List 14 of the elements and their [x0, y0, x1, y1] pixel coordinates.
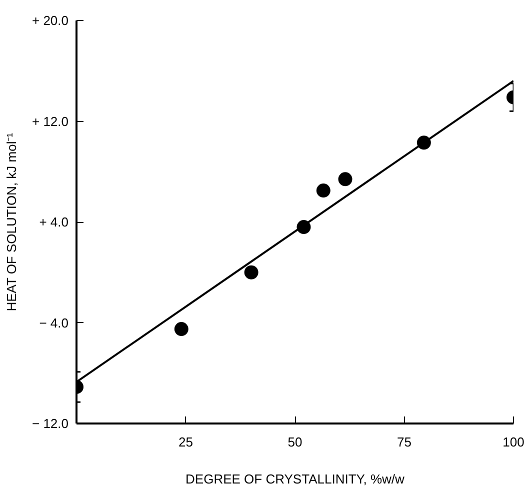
y-tick-label: + 12.0	[32, 114, 69, 129]
point	[244, 265, 258, 280]
y-tick-label: − 12.0	[32, 416, 69, 431]
x-tick-label: 100	[502, 434, 524, 450]
x-tick-label: 75	[397, 434, 412, 450]
x-tick-label: 25	[178, 434, 193, 450]
point	[338, 172, 352, 186]
y-tick-label: − 4.0	[39, 315, 69, 330]
y-tick-label: + 4.0	[39, 214, 69, 230]
y-tick-label: + 20.0	[32, 13, 69, 28]
y-axis-title: HEAT OF SOLUTION, kJ mol⁻¹	[4, 132, 19, 312]
x-tick-label: 50	[288, 434, 302, 450]
point	[316, 184, 330, 198]
x-axis-title: DEGREE OF CRYSTALLINITY, %w/w	[186, 472, 406, 486]
